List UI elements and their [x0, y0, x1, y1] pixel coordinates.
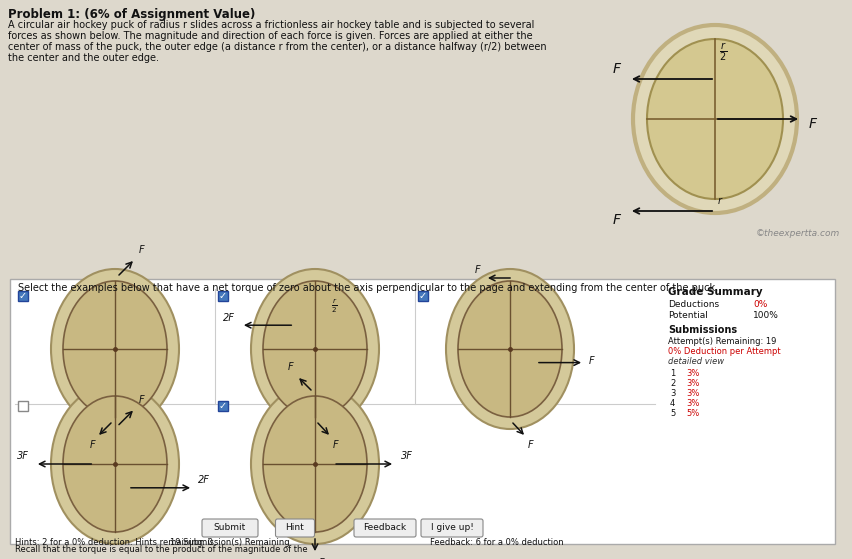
Text: forces as shown below. The magnitude and direction of each force is given. Force: forces as shown below. The magnitude and… [8, 31, 532, 41]
Text: 1: 1 [670, 369, 676, 378]
Ellipse shape [647, 39, 783, 199]
FancyBboxPatch shape [421, 519, 483, 537]
Text: ©theexpertta.com: ©theexpertta.com [756, 229, 840, 238]
Text: ✓: ✓ [19, 291, 27, 301]
Text: 100%: 100% [753, 311, 779, 320]
Text: Recall that the torque is equal to the product of the magnitude of the: Recall that the torque is equal to the p… [15, 545, 308, 554]
Text: F: F [139, 245, 145, 255]
FancyBboxPatch shape [202, 519, 258, 537]
Text: 3%: 3% [686, 389, 699, 398]
Text: Deductions: Deductions [668, 300, 719, 309]
Text: F: F [613, 62, 621, 76]
Text: ✓: ✓ [219, 401, 227, 411]
Ellipse shape [251, 269, 379, 429]
Bar [10, 279, 835, 544]
Ellipse shape [446, 269, 574, 429]
Ellipse shape [263, 396, 367, 532]
Text: 2F: 2F [223, 313, 235, 323]
Text: F: F [809, 117, 817, 131]
Bar [418, 291, 428, 301]
Text: F: F [333, 440, 338, 450]
Text: F: F [287, 362, 293, 372]
Text: 3F: 3F [17, 451, 29, 461]
Text: $\frac{r}{2}$: $\frac{r}{2}$ [331, 297, 337, 315]
Text: ✓: ✓ [419, 291, 427, 301]
Text: 3F: 3F [401, 451, 413, 461]
Ellipse shape [633, 25, 797, 213]
Text: 19 Submission(s) Remaining: 19 Submission(s) Remaining [170, 538, 290, 547]
Text: F: F [89, 440, 95, 450]
FancyBboxPatch shape [354, 519, 416, 537]
Text: F: F [475, 265, 480, 275]
Text: F: F [613, 213, 621, 227]
Bar [218, 291, 228, 301]
Bar [18, 291, 28, 301]
Text: the center and the outer edge.: the center and the outer edge. [8, 53, 159, 63]
Text: 5: 5 [670, 409, 676, 418]
Text: r: r [718, 196, 722, 206]
Text: 2: 2 [670, 379, 676, 388]
Text: Grade Summary: Grade Summary [668, 287, 763, 297]
Text: 2F: 2F [198, 475, 210, 485]
Text: Problem 1: (6% of Assignment Value): Problem 1: (6% of Assignment Value) [8, 8, 256, 21]
Text: A circular air hockey puck of radius r slides across a frictionless air hockey t: A circular air hockey puck of radius r s… [8, 20, 534, 30]
Text: detailed view: detailed view [668, 357, 724, 366]
Text: F: F [589, 356, 595, 366]
Text: 5%: 5% [686, 409, 699, 418]
Text: $\frac{r}{2}$: $\frac{r}{2}$ [719, 41, 727, 63]
Ellipse shape [251, 384, 379, 544]
Text: F: F [528, 440, 533, 450]
Text: Hint: Hint [285, 523, 304, 533]
Bar [218, 401, 228, 411]
Ellipse shape [63, 396, 167, 532]
Text: Feedback: Feedback [364, 523, 406, 533]
Ellipse shape [263, 281, 367, 417]
Text: F: F [139, 395, 145, 405]
Text: 0% Deduction per Attempt: 0% Deduction per Attempt [668, 347, 780, 356]
Text: 0%: 0% [753, 300, 768, 309]
Text: I give up!: I give up! [430, 523, 474, 533]
Text: 4: 4 [670, 399, 676, 408]
Ellipse shape [458, 281, 562, 417]
Text: Attempt(s) Remaining: 19: Attempt(s) Remaining: 19 [668, 337, 776, 346]
Text: ✓: ✓ [219, 291, 227, 301]
Ellipse shape [51, 384, 179, 544]
Text: 3%: 3% [686, 369, 699, 378]
Text: Submit: Submit [214, 523, 246, 533]
Text: 3: 3 [670, 389, 676, 398]
Text: Select the examples below that have a net torque of zero about the axis perpendi: Select the examples below that have a ne… [18, 283, 718, 293]
Text: Hints: 2 for a 0% deduction. Hints remaining: 0: Hints: 2 for a 0% deduction. Hints remai… [15, 538, 213, 547]
FancyBboxPatch shape [275, 519, 314, 537]
Ellipse shape [51, 269, 179, 429]
Text: F: F [319, 558, 325, 559]
Text: Feedback: 6 for a 0% deduction: Feedback: 6 for a 0% deduction [430, 538, 564, 547]
Ellipse shape [63, 281, 167, 417]
Text: 3%: 3% [686, 379, 699, 388]
Text: 3%: 3% [686, 399, 699, 408]
Bar [18, 401, 28, 411]
Text: Potential: Potential [668, 311, 708, 320]
Text: Submissions: Submissions [668, 325, 737, 335]
Text: center of mass of the puck, the outer edge (a distance r from the center), or a : center of mass of the puck, the outer ed… [8, 42, 547, 52]
